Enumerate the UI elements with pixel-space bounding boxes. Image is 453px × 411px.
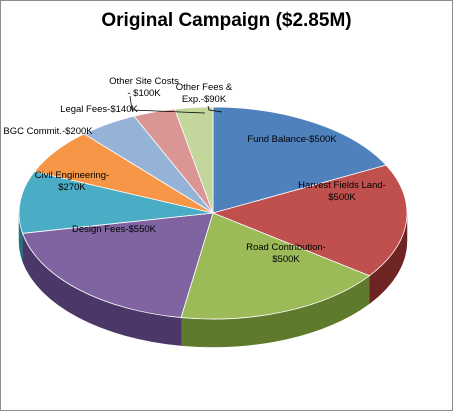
slice-label-6: Legal Fees-$140K <box>60 104 138 115</box>
slice-label-0: Fund Balance-$500K <box>247 134 337 145</box>
leader-line-1 <box>207 105 223 113</box>
slice-label-8: Other Fees & Exp.-$90K <box>176 82 233 105</box>
pie-slice-0 <box>212 106 387 214</box>
chart-title: Original Campaign ($2.85M) <box>101 10 352 31</box>
leader-line-0 <box>129 95 206 114</box>
pie-slice-4 <box>18 171 214 234</box>
slice-label-3: Design Fees-$550K <box>72 224 157 235</box>
slice-label-4: Civil Engineering-$270K <box>35 170 109 193</box>
slice-label-7: Other Site Costs - $100K <box>109 76 179 99</box>
pie-slice-1 <box>211 164 408 277</box>
pie-slice-8 <box>174 106 214 214</box>
slice-label-5: BGC Commit.-$200K <box>3 126 93 137</box>
pie-slice-2 <box>180 212 371 320</box>
slice-label-1: Harvest Fields Land-$500K <box>298 180 386 203</box>
pie-slice-3 <box>22 212 214 318</box>
slice-label-2: Road Contribution-$500K <box>246 242 326 265</box>
